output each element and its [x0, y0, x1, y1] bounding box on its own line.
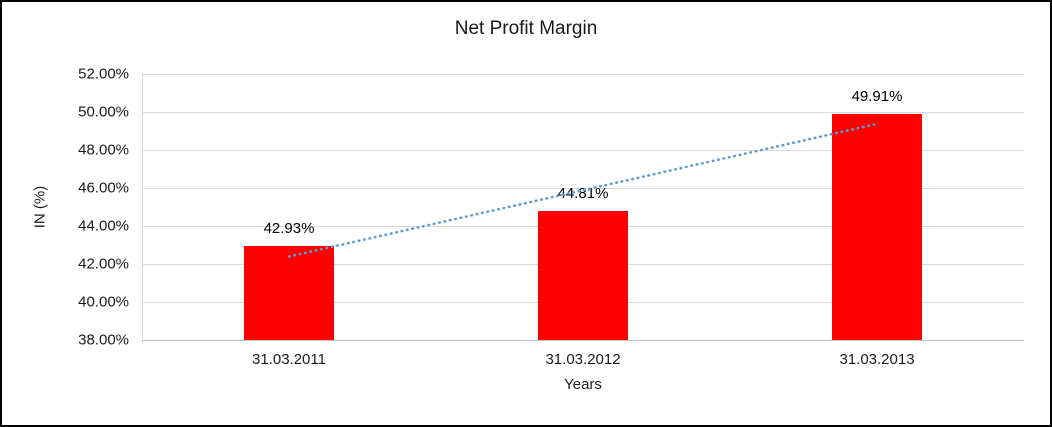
- y-tick-label: 50.00%: [78, 103, 129, 121]
- plot-area: 38.00% 40.00% 42.00% 44.00% 46.00% 48.00% 50.0…: [78, 66, 1024, 368]
- bar: [538, 210, 628, 340]
- y-tick-label: 42.00%: [78, 255, 129, 273]
- y-tick-label: 52.00%: [78, 65, 129, 83]
- y-tick-label: 46.00%: [78, 179, 129, 197]
- bar: [244, 246, 334, 340]
- x-tick-label: 31.03.2011: [252, 351, 326, 368]
- data-label: 49.91%: [851, 87, 903, 105]
- x-axis-title: Years: [564, 376, 602, 393]
- bar: [832, 113, 922, 340]
- y-tick-label: 44.00%: [78, 217, 129, 235]
- gridline: [142, 111, 1024, 113]
- x-tick-label: 31.03.2013: [839, 351, 915, 368]
- x-tick-label: 31.03.2012: [545, 351, 621, 368]
- gridline: [142, 339, 1024, 341]
- chart-title: Net Profit Margin: [454, 18, 598, 39]
- data-label: 44.81%: [557, 184, 609, 202]
- y-axis-title: IN (%): [31, 185, 49, 229]
- y-tick-label: 38.00%: [78, 331, 129, 349]
- gridline: [142, 73, 1024, 75]
- y-axis-line: [142, 74, 143, 340]
- y-tick-label: 40.00%: [78, 293, 129, 311]
- data-label: 42.93%: [263, 220, 315, 238]
- y-tick-label: 48.00%: [78, 141, 129, 159]
